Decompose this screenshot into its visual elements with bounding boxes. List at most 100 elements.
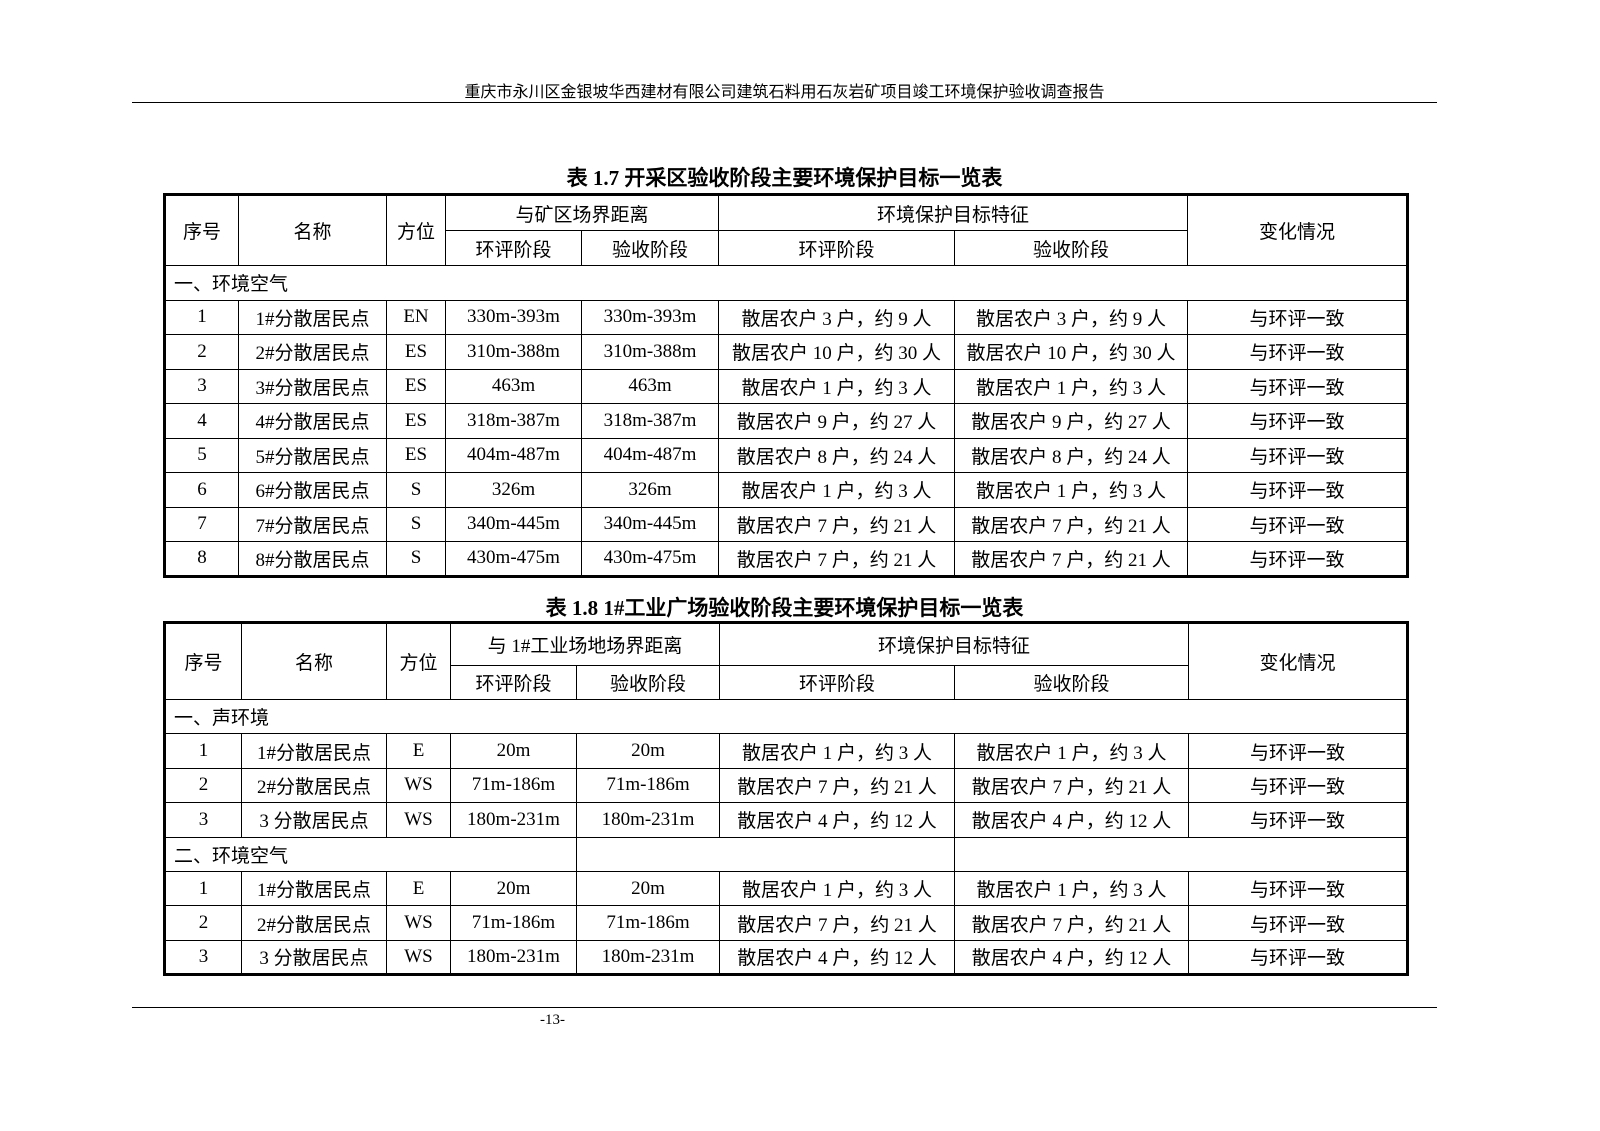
table-cell: WS xyxy=(386,905,451,941)
table-cell: 3 xyxy=(164,368,239,404)
header-cell: 变化情况 xyxy=(1187,194,1409,266)
table-cell: 180m-231m xyxy=(450,802,577,838)
table-cell: 318m-387m xyxy=(580,403,720,439)
table-cell: 330m-393m xyxy=(445,299,582,335)
table-cell: 散居农户 1 户，约 3 人 xyxy=(954,733,1190,769)
table-cell: 3 分散居民点 xyxy=(241,939,387,976)
table-cell: 与环评一致 xyxy=(1187,299,1409,335)
table-cell: 与环评一致 xyxy=(1187,437,1409,473)
table-cell: 与环评一致 xyxy=(1188,767,1409,804)
table-cell: 1 xyxy=(164,870,242,907)
table-cell: 310m-388m xyxy=(445,334,582,370)
table-cell: 散居农户 8 户，约 24 人 xyxy=(718,437,956,473)
table-cell: 散居农户 1 户，约 3 人 xyxy=(954,368,1189,404)
table-cell: 326m xyxy=(580,472,720,508)
table-cell: 180m-231m xyxy=(575,939,721,976)
table-row: 1 1#分散居民点 EN 330m-393m 330m-393m 散居农户 3 户，约 9… xyxy=(164,299,1409,335)
table-row: 1 1#分散居民点 E 20m 20m 散居农户 1 户，约 3 人散居农户 1 户，约 … xyxy=(164,870,1409,907)
table-cell: 404m-487m xyxy=(580,437,720,473)
header-cell: 序号 xyxy=(164,194,239,266)
header-cell: 方位 xyxy=(386,194,446,266)
table-cell: 3#分散居民点 xyxy=(238,368,387,404)
table-cell: 180m-231m xyxy=(575,802,721,838)
table-cell: 与环评一致 xyxy=(1188,870,1409,907)
table-cell: 326m xyxy=(445,472,582,508)
table-cell: 3 xyxy=(164,802,242,838)
table-cell: 散居农户 7 户，约 21 人 xyxy=(954,506,1189,542)
table-cell: 20m xyxy=(450,733,577,769)
section-row: 一、声环境 xyxy=(163,698,1409,735)
table-cell: 散居农户 7 户，约 21 人 xyxy=(719,905,956,941)
running-header: 重庆市永川区金银坡华西建材有限公司建筑石料用石灰岩矿项目竣工环境保护验收调查报告 xyxy=(464,84,1105,101)
table-cell: WS xyxy=(386,767,451,804)
table-row: 2 2#分散居民点 WS 71m-186m 71m-186m 散居农户 7 户，约 21 … xyxy=(164,905,1409,941)
table-cell: 2#分散居民点 xyxy=(241,905,387,941)
table-row: 3 3#分散居民点 ES 463m 463m 散居农户 1 户，约 3 人散居农户 1 户… xyxy=(164,368,1409,404)
header-cell: 环评阶段 xyxy=(719,665,956,700)
table-cell: 4#分散居民点 xyxy=(238,403,387,439)
table-cell: 散居农户 1 户，约 3 人 xyxy=(718,368,956,404)
table-cell: 6#分散居民点 xyxy=(238,472,387,508)
table-cell: 散居农户 8 户，约 24 人 xyxy=(954,437,1189,473)
table-cell: 463m xyxy=(445,368,582,404)
page-number: -13- xyxy=(540,1012,565,1028)
table-cell: 7 xyxy=(164,506,239,542)
header-cell: 变化情况 xyxy=(1188,622,1409,700)
table-cell: 散居农户 3 户，约 9 人 xyxy=(954,299,1189,335)
header-cell: 与矿区场界距离 xyxy=(444,194,720,231)
table-cell: 与环评一致 xyxy=(1188,733,1409,769)
section-row: 一、环境空气 xyxy=(163,265,1409,301)
table-caption: 表 1.7 开采区验收阶段主要环境保护目标一览表 xyxy=(566,166,1003,190)
table-cell: 310m-388m xyxy=(580,334,720,370)
table-cell: 散居农户 10 户，约 30 人 xyxy=(954,334,1189,370)
table-cell: 散居农户 9 户，约 27 人 xyxy=(954,403,1189,439)
table-cell: 340m-445m xyxy=(580,506,720,542)
header-cell: 验收阶段 xyxy=(954,230,1189,266)
table-cell: 1 xyxy=(164,733,242,769)
table-row: 7 7#分散居民点 S 340m-445m 340m-445m 散居农户 7 户，约 21… xyxy=(164,506,1409,542)
table-cell: 5#分散居民点 xyxy=(238,437,387,473)
table-cell: 430m-475m xyxy=(580,541,720,577)
header-cell: 环境保护目标特征 xyxy=(718,194,1189,231)
table-row: 2 2#分散居民点 ES 310m-388m 310m-388m 散居农户 10 户，约 … xyxy=(164,334,1409,370)
table-cell: E xyxy=(386,733,451,769)
header-cell: 方位 xyxy=(386,622,451,700)
table-cell: 7#分散居民点 xyxy=(238,506,387,542)
table-cell: 与环评一致 xyxy=(1188,939,1409,976)
table-cell: 散居农户 7 户，约 21 人 xyxy=(718,541,956,577)
header-cell: 序号 xyxy=(164,622,242,700)
table-cell: 2#分散居民点 xyxy=(241,767,387,804)
header-rule xyxy=(132,102,1437,103)
table-row: 6 6#分散居民点 S 326m 326m 散居农户 1 户，约 3 人散居农户 1 户，… xyxy=(164,472,1409,508)
table-cell: 5 xyxy=(164,437,239,473)
table-cell: 与环评一致 xyxy=(1187,403,1409,439)
header-cell: 验收阶段 xyxy=(580,230,720,266)
table-cell: 2 xyxy=(164,334,239,370)
table-cell: 1#分散居民点 xyxy=(241,870,387,907)
table-cell: 463m xyxy=(580,368,720,404)
table-cell: 散居农户 1 户，约 3 人 xyxy=(954,870,1190,907)
table-cell: 318m-387m xyxy=(445,403,582,439)
table-caption: 表 1.8 1#工业广场验收阶段主要环境保护目标一览表 xyxy=(545,596,1024,620)
table-cell: 20m xyxy=(575,870,721,907)
table-cell: 散居农户 4 户，约 12 人 xyxy=(719,939,956,976)
section-label: 一、声环境 xyxy=(163,698,1409,735)
table-cell: 散居农户 4 户，约 12 人 xyxy=(719,802,956,838)
table-cell: 1#分散居民点 xyxy=(241,733,387,769)
table-cell: 与环评一致 xyxy=(1187,334,1409,370)
table-row: 8 8#分散居民点 S 430m-475m 430m-475m 散居农户 7 户，约 21… xyxy=(164,541,1409,577)
table-row: 5 5#分散居民点 ES 404m-487m 404m-487m 散居农户 8 户，约 2… xyxy=(164,437,1409,473)
table-cell: 散居农户 1 户，约 3 人 xyxy=(719,733,956,769)
table-cell: 散居农户 1 户，约 3 人 xyxy=(954,472,1189,508)
table-cell: WS xyxy=(386,939,451,976)
table-cell: 2#分散居民点 xyxy=(238,334,387,370)
header-cell: 环评阶段 xyxy=(718,230,956,266)
section-label: 一、环境空气 xyxy=(163,265,1409,301)
table-cell: 与环评一致 xyxy=(1187,472,1409,508)
table-cell: 430m-475m xyxy=(445,541,582,577)
section-row: 二、环境空气 xyxy=(164,836,1409,872)
table-cell: EN xyxy=(386,299,446,335)
table-cell: 散居农户 7 户，约 21 人 xyxy=(719,767,956,804)
